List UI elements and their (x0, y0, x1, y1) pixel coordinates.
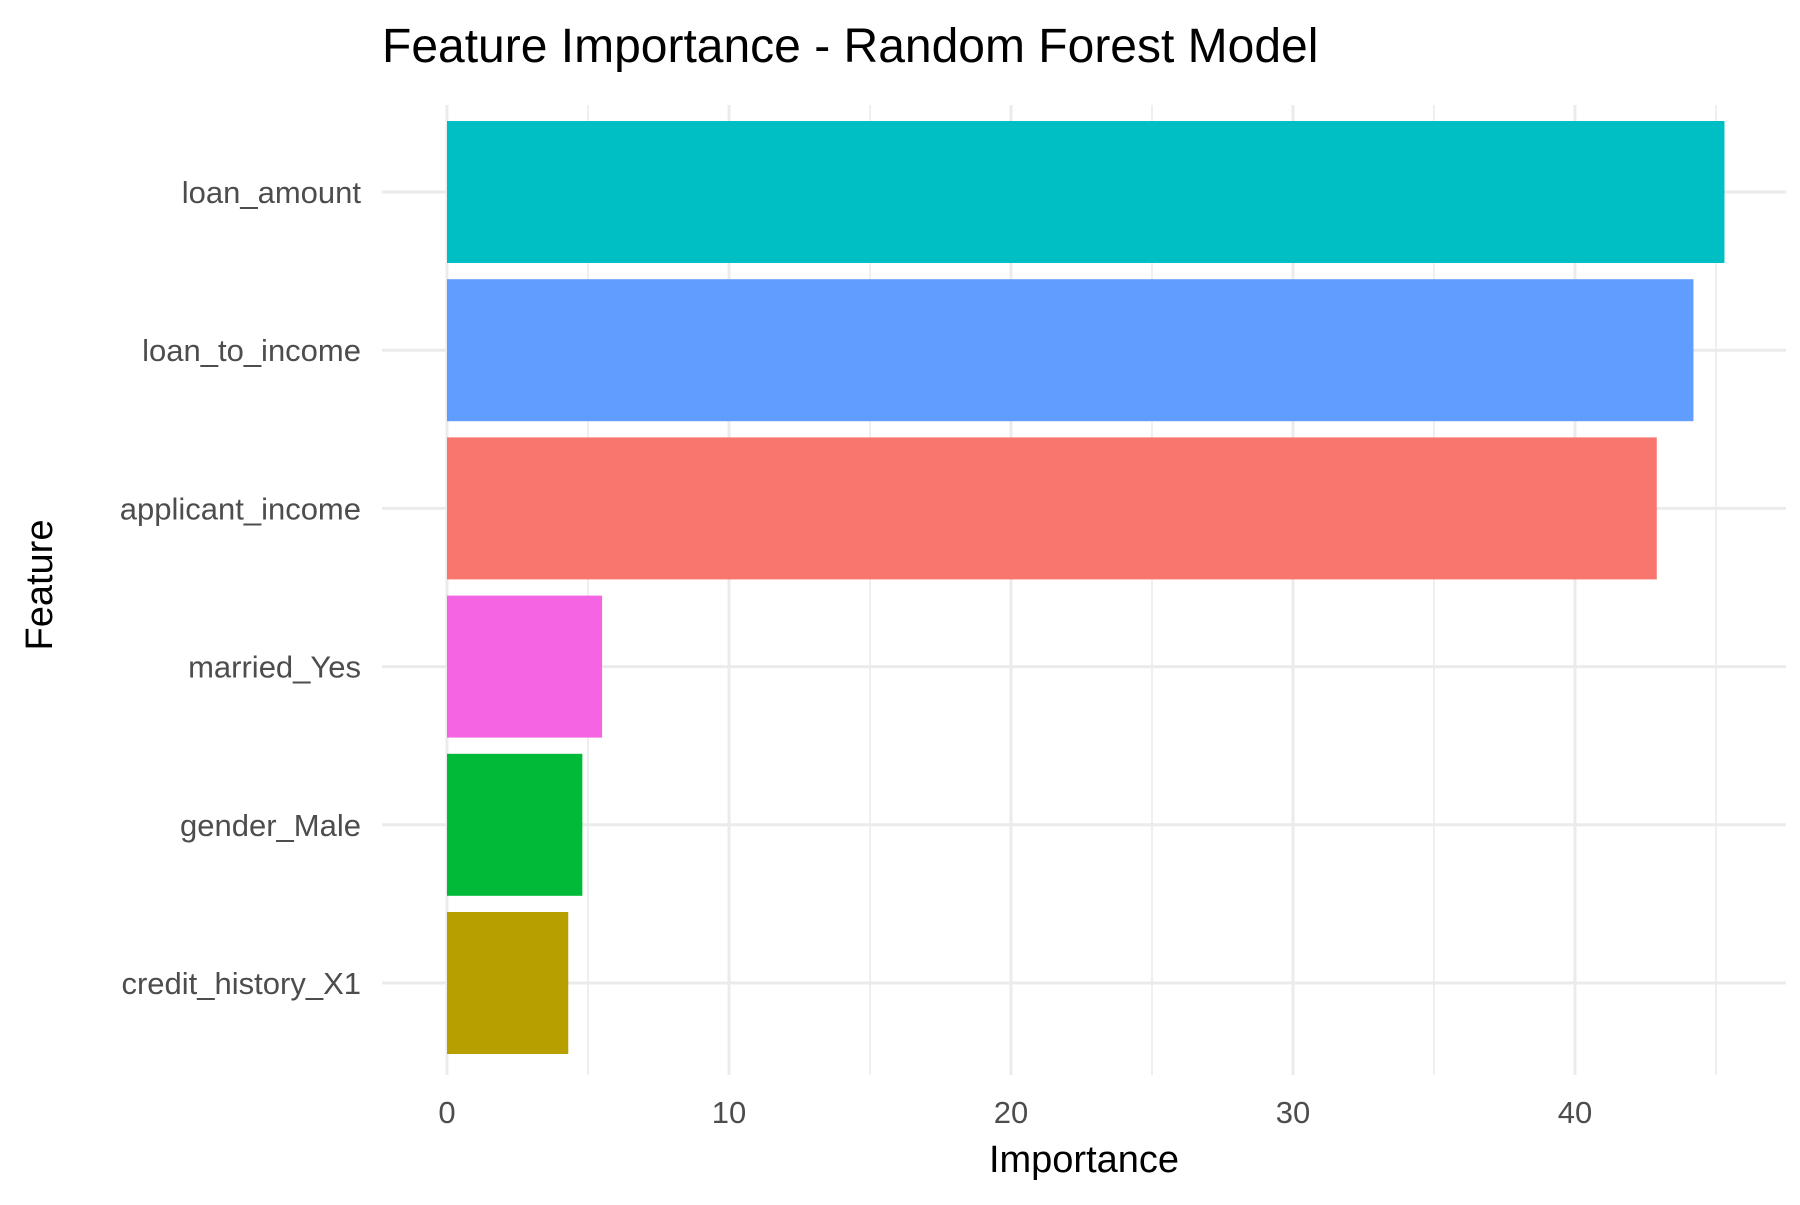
x-tick-label: 30 (1276, 1095, 1310, 1130)
x-tick-label: 0 (438, 1095, 455, 1130)
y-axis-title: Feature (19, 520, 61, 651)
x-tick-label: 20 (994, 1095, 1028, 1130)
x-tick-labels: 0 10 20 30 40 (438, 1095, 1592, 1130)
bar-gender_Male (447, 753, 583, 896)
y-tick-label: credit_history_X1 (121, 966, 361, 1001)
bar-married_Yes (447, 595, 603, 738)
bar-loan_amount (447, 121, 1725, 263)
x-axis-title: Importance (989, 1139, 1179, 1181)
bar-layer (447, 121, 1725, 1054)
y-tick-label: loan_amount (182, 175, 362, 210)
y-tick-label: gender_Male (180, 808, 361, 843)
x-tick-label: 10 (712, 1095, 746, 1130)
y-tick-label: loan_to_income (142, 333, 361, 368)
chart-title: Feature Importance - Random Forest Model (382, 20, 1318, 73)
bar-credit_history_X1 (447, 912, 569, 1054)
bar-applicant_income (447, 437, 1657, 580)
y-tick-label: married_Yes (188, 650, 361, 685)
y-tick-label: applicant_income (120, 491, 361, 526)
x-tick-label: 40 (1558, 1095, 1592, 1130)
y-tick-labels: loan_amount loan_to_income applicant_incom… (120, 175, 362, 1001)
bar-loan_to_income (447, 279, 1694, 422)
